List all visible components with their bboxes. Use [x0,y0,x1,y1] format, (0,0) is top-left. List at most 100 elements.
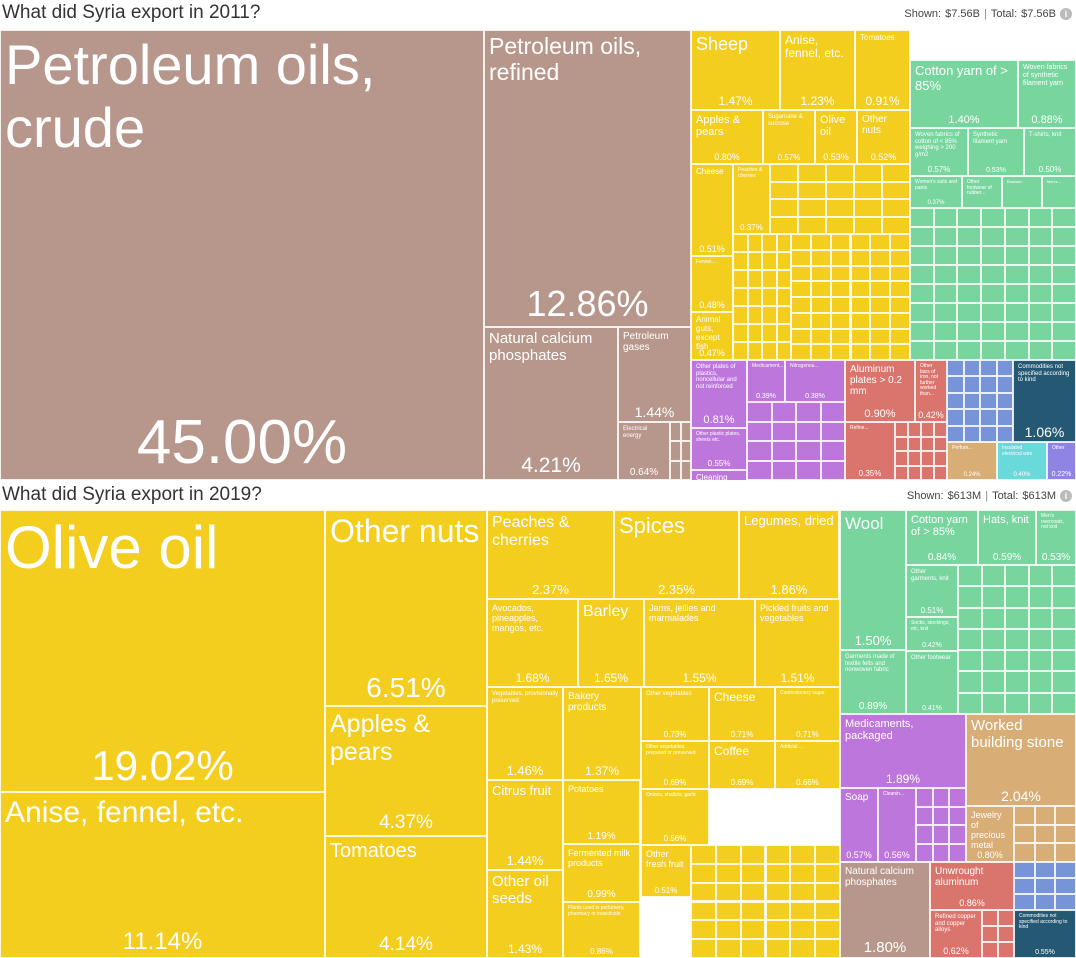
treemap-minor-tile[interactable] [982,942,998,958]
treemap-minor-tile[interactable] [796,441,821,461]
treemap-minor-tile[interactable] [957,284,982,303]
treemap-minor-tile[interactable] [830,344,851,360]
treemap-minor-tile[interactable] [890,312,910,329]
treemap-minor-tile[interactable] [921,422,934,437]
treemap-minor-tile[interactable] [791,249,811,266]
treemap-minor-tile[interactable] [790,845,816,864]
treemap-minor-tile[interactable] [765,920,791,940]
treemap-minor-tile[interactable] [762,234,777,252]
treemap-minor-tile[interactable] [1055,878,1076,894]
treemap-minor-tile[interactable] [776,306,791,324]
treemap-minor-tile[interactable] [1028,586,1053,608]
treemap-minor-tile[interactable] [870,234,891,250]
treemap-minor-tile[interactable] [747,270,762,288]
treemap-minor-tile[interactable] [996,425,1013,442]
treemap-tile[interactable]: Wool 1.50% [840,510,906,650]
treemap-minor-tile[interactable] [740,920,766,940]
treemap-minor-tile[interactable] [916,843,933,862]
treemap-minor-tile[interactable] [910,227,934,246]
treemap-minor-tile[interactable] [810,234,831,250]
treemap-tile[interactable]: Perfum... 0.24% [947,442,997,480]
treemap-minor-tile[interactable] [998,926,1014,942]
treemap-minor-tile[interactable] [1004,284,1029,303]
treemap-minor-tile[interactable] [1052,246,1076,265]
treemap-minor-tile[interactable] [890,249,910,266]
treemap-minor-tile[interactable] [895,465,908,480]
treemap-minor-tile[interactable] [916,825,933,844]
treemap-minor-tile[interactable] [910,341,934,360]
treemap-minor-tile[interactable] [715,939,741,958]
treemap-minor-tile[interactable] [1005,650,1029,672]
treemap-minor-tile[interactable] [810,312,831,329]
treemap-minor-tile[interactable] [963,360,980,377]
treemap-minor-tile[interactable] [890,344,910,360]
treemap-tile[interactable]: Other oil seeds 1.43% [487,870,563,958]
treemap-minor-tile[interactable] [854,216,882,234]
treemap-minor-tile[interactable] [1052,692,1076,714]
treemap-minor-tile[interactable] [820,441,845,461]
treemap-minor-tile[interactable] [691,863,716,883]
treemap-minor-tile[interactable] [762,324,777,342]
treemap-minor-tile[interactable] [1034,862,1056,878]
treemap-tile[interactable]: Legumes, dried 1.86% [739,510,839,599]
treemap-tile[interactable]: Tomatoes 4.14% [325,836,487,958]
treemap-minor-tile[interactable] [790,863,816,883]
treemap-minor-tile[interactable] [691,920,716,940]
treemap-minor-tile[interactable] [815,939,840,958]
treemap-minor-tile[interactable] [762,306,777,324]
treemap-minor-tile[interactable] [798,216,826,234]
treemap-minor-tile[interactable] [958,586,982,608]
treemap-tile[interactable]: Other 0.22% [1047,442,1076,480]
treemap-tile[interactable]: Aluminum plates > 0.2 mm 0.90% [845,360,915,422]
treemap-minor-tile[interactable] [981,265,1005,284]
treemap-minor-tile[interactable] [747,402,772,422]
treemap-minor-tile[interactable] [1004,322,1029,341]
treemap-minor-tile[interactable] [910,303,934,322]
treemap-minor-tile[interactable] [796,402,821,422]
treemap-minor-tile[interactable] [670,441,681,461]
treemap-minor-tile[interactable] [1052,671,1076,693]
treemap-tile[interactable]: Artificial ... 0.66% [775,741,840,789]
treemap-minor-tile[interactable] [981,284,1005,303]
treemap-tile[interactable]: Natural calcium phosphates 4.21% [484,327,618,480]
treemap-minor-tile[interactable] [870,328,891,345]
treemap-minor-tile[interactable] [1052,628,1076,651]
treemap-minor-tile[interactable] [850,312,871,329]
treemap-minor-tile[interactable] [980,409,997,426]
treemap-minor-tile[interactable] [949,788,966,807]
treemap-minor-tile[interactable] [1004,246,1029,265]
treemap-minor-tile[interactable] [715,845,741,864]
treemap-minor-tile[interactable] [815,901,840,921]
treemap-minor-tile[interactable] [1052,227,1076,246]
treemap-minor-tile[interactable] [733,342,748,360]
treemap-minor-tile[interactable] [870,249,891,266]
treemap-minor-tile[interactable] [932,825,950,844]
treemap-minor-tile[interactable] [870,281,891,297]
treemap-minor-tile[interactable] [770,181,798,199]
treemap-minor-tile[interactable] [910,265,934,284]
treemap-minor-tile[interactable] [981,565,1006,587]
treemap-minor-tile[interactable] [771,460,796,480]
treemap-minor-tile[interactable] [680,441,691,461]
treemap-tile[interactable]: Other bars of iron, not further worked t… [915,360,947,422]
treemap-tile[interactable]: Other garments, knit 0.51% [906,565,958,617]
treemap-minor-tile[interactable] [765,939,791,958]
treemap-minor-tile[interactable] [733,270,748,288]
treemap-tile[interactable]: Commodities not specified according to k… [1014,910,1076,958]
treemap-tile[interactable]: Citrus fruit 1.44% [487,780,563,870]
treemap-tile[interactable]: Other footwear of rubber... [962,176,1002,208]
treemap-minor-tile[interactable] [958,565,982,587]
treemap-minor-tile[interactable] [850,328,871,345]
treemap-minor-tile[interactable] [747,288,762,306]
treemap-minor-tile[interactable] [1028,284,1053,303]
treemap-minor-tile[interactable] [933,227,958,246]
treemap-minor-tile[interactable] [762,342,777,360]
treemap-minor-tile[interactable] [1055,862,1076,878]
treemap-tile[interactable]: Jams, jellies and marmalades 1.55% [644,599,755,687]
treemap-tile[interactable]: Spices 2.35% [614,510,739,599]
treemap-minor-tile[interactable] [947,425,964,442]
treemap-minor-tile[interactable] [1028,227,1053,246]
treemap-minor-tile[interactable] [980,360,997,377]
treemap-tile[interactable]: Cheese 0.51% [691,164,733,256]
treemap-minor-tile[interactable] [963,376,980,393]
